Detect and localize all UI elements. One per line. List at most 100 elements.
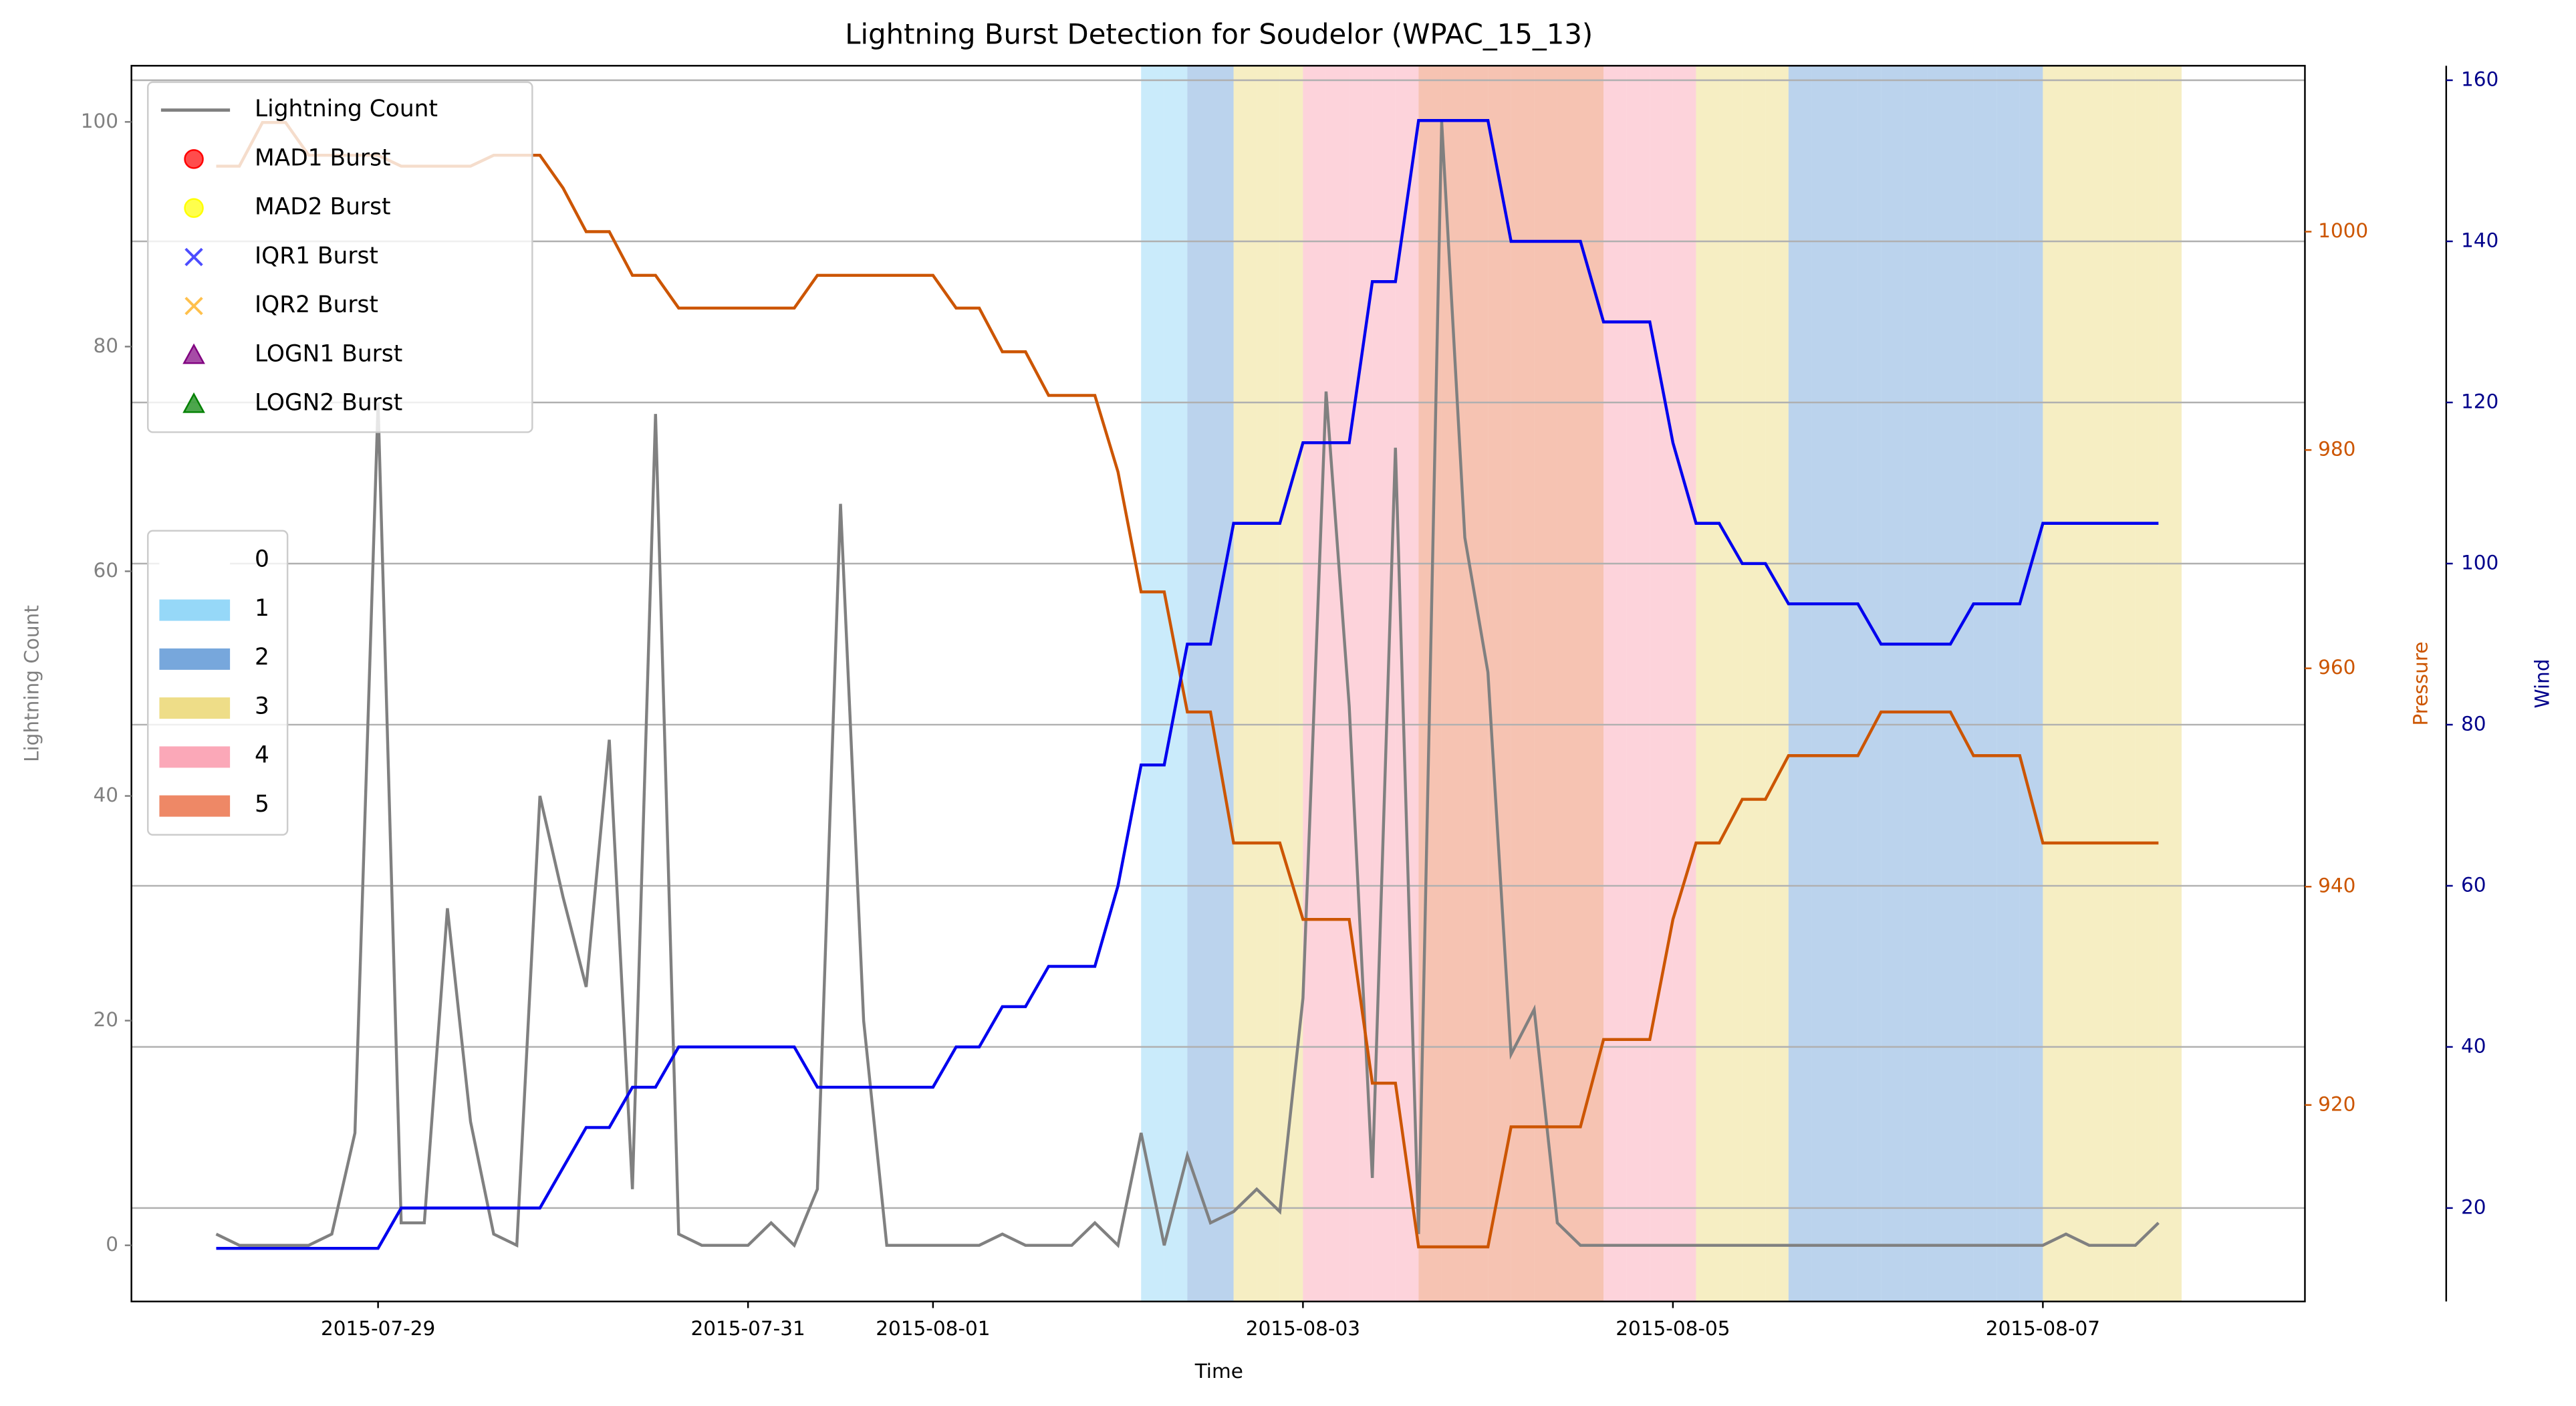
x-tick-label: 2015-08-01 xyxy=(876,1317,990,1340)
category-band xyxy=(794,66,817,1302)
category-band xyxy=(956,66,980,1302)
lines xyxy=(215,119,2160,1250)
category-band xyxy=(1696,66,1720,1302)
legend-marker xyxy=(184,296,203,316)
y3-tick-label: 80 xyxy=(2461,712,2486,735)
category-band xyxy=(1372,66,1396,1302)
legend-label: 1 xyxy=(255,595,269,622)
category-band xyxy=(563,66,586,1302)
category-band xyxy=(1164,66,1188,1302)
legend-marker xyxy=(182,343,205,364)
legend-label: IQR2 Burst xyxy=(255,291,378,318)
legend-marker xyxy=(184,149,204,169)
y-tick-label: 60 xyxy=(93,559,118,582)
y3-tick-label: 120 xyxy=(2461,390,2498,413)
category-band xyxy=(1071,66,1096,1302)
category-band xyxy=(539,66,563,1302)
legend-swatch xyxy=(159,648,231,670)
y2-tick-label: 920 xyxy=(2318,1092,2355,1115)
plot-frame xyxy=(130,65,2306,1302)
grid xyxy=(131,79,2305,1209)
category-band xyxy=(1095,66,1118,1302)
y3-axis-label: Wind xyxy=(2531,659,2553,708)
y3-tick-label: 140 xyxy=(2461,229,2498,251)
category-legend: 0 1 2 3 4 5 xyxy=(146,530,289,836)
y2-axis-label: Pressure xyxy=(2409,642,2432,726)
category-band xyxy=(1557,66,1581,1302)
category-band xyxy=(748,66,771,1302)
category-band xyxy=(1857,66,1882,1302)
burst-legend: Lightning Count MAD1 Burst MAD2 Burst IQR1 … xyxy=(146,81,533,433)
series-line xyxy=(216,119,2159,1250)
category-band xyxy=(1650,66,1673,1302)
legend-marker xyxy=(184,247,203,267)
category-band xyxy=(1603,66,1627,1302)
category-band xyxy=(932,66,956,1302)
legend-swatch xyxy=(159,746,231,768)
y-tick-label: 100 xyxy=(81,110,118,132)
category-band xyxy=(1025,66,1049,1302)
category-band xyxy=(1719,66,1743,1302)
x-tick-label: 2015-08-07 xyxy=(1986,1317,2100,1340)
category-band xyxy=(2112,66,2136,1302)
y2-tick-label: 1000 xyxy=(2318,219,2368,242)
legend-label: LOGN2 Burst xyxy=(255,390,402,417)
category-band xyxy=(886,66,910,1302)
legend-swatch xyxy=(159,550,231,572)
category-band xyxy=(864,66,887,1302)
category-band xyxy=(1488,66,1511,1302)
y2-tick-label: 940 xyxy=(2318,874,2355,897)
category-band xyxy=(910,66,933,1302)
category-band xyxy=(678,66,702,1302)
category-band xyxy=(1534,66,1557,1302)
legend-label: 3 xyxy=(255,693,269,719)
category-band xyxy=(1904,66,1928,1302)
legend-swatch xyxy=(159,697,231,719)
category-band xyxy=(1765,66,1789,1302)
y3-tick-label: 60 xyxy=(2461,873,2486,896)
category-band xyxy=(1210,66,1234,1302)
category-band xyxy=(1973,66,1997,1302)
category-band xyxy=(1672,66,1696,1302)
y2-tick-label: 960 xyxy=(2318,656,2355,679)
category-band xyxy=(701,66,725,1302)
legend-box xyxy=(146,530,289,836)
category-band xyxy=(1950,66,1974,1302)
category-band xyxy=(1187,66,1211,1302)
y3-tick-label: 100 xyxy=(2461,551,2498,574)
category-band xyxy=(1927,66,1951,1302)
category-band xyxy=(725,66,749,1302)
legend-label: IQR1 Burst xyxy=(255,243,378,269)
category-band xyxy=(2089,66,2113,1302)
x-tick-label: 2015-07-31 xyxy=(690,1317,805,1340)
axes xyxy=(124,65,2453,1308)
category-band xyxy=(1441,66,1465,1302)
series-line xyxy=(216,121,2159,1249)
legend-swatch xyxy=(159,795,231,817)
legend-box xyxy=(146,81,533,433)
category-band xyxy=(2019,66,2043,1302)
x-tick-label: 2015-07-29 xyxy=(321,1317,435,1340)
category-band xyxy=(1788,66,1812,1302)
category-band xyxy=(2065,66,2089,1302)
legend-label: Lightning Count xyxy=(255,96,438,122)
category-band xyxy=(1626,66,1650,1302)
legend-label: MAD2 Burst xyxy=(255,194,391,221)
category-band xyxy=(1233,66,1257,1302)
category-band xyxy=(1997,66,2020,1302)
x-tick-label: 2015-08-05 xyxy=(1616,1317,1730,1340)
y-tick-label: 40 xyxy=(93,784,118,806)
x-tick-label: 2015-08-03 xyxy=(1246,1317,1360,1340)
legend-label: LOGN1 Burst xyxy=(255,340,402,367)
category-band xyxy=(1742,66,1766,1302)
category-band xyxy=(1325,66,1349,1302)
y-tick-label: 20 xyxy=(93,1008,118,1031)
category-band xyxy=(1257,66,1280,1302)
category-band xyxy=(1835,66,1858,1302)
category-band xyxy=(1464,66,1489,1302)
category-band xyxy=(1580,66,1604,1302)
legend-label: 5 xyxy=(255,791,269,818)
legend-label: 4 xyxy=(255,742,269,769)
series-line xyxy=(215,122,2160,1249)
category-band xyxy=(1881,66,1904,1302)
